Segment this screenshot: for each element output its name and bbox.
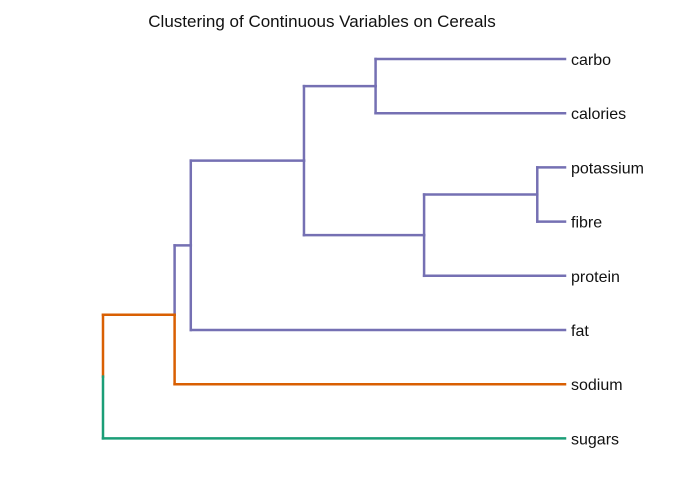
leaf-label-protein: protein — [571, 269, 620, 286]
leaf-label-fat: fat — [571, 323, 589, 340]
leaf-label-sodium: sodium — [571, 377, 623, 394]
leaf-label-fibre: fibre — [571, 215, 602, 232]
leaf-label-carbo: carbo — [571, 52, 611, 69]
leaf-labels: carbo calories potassium fibre protein fat sod… — [571, 52, 644, 448]
chart-title: Clustering of Continuous Variables on Ce… — [148, 12, 495, 31]
leaf-label-sugars: sugars — [571, 431, 619, 448]
leaf-label-calories: calories — [571, 106, 626, 123]
leaf-label-potassium: potassium — [571, 160, 644, 177]
dendrogram-branches — [101, 57, 567, 440]
